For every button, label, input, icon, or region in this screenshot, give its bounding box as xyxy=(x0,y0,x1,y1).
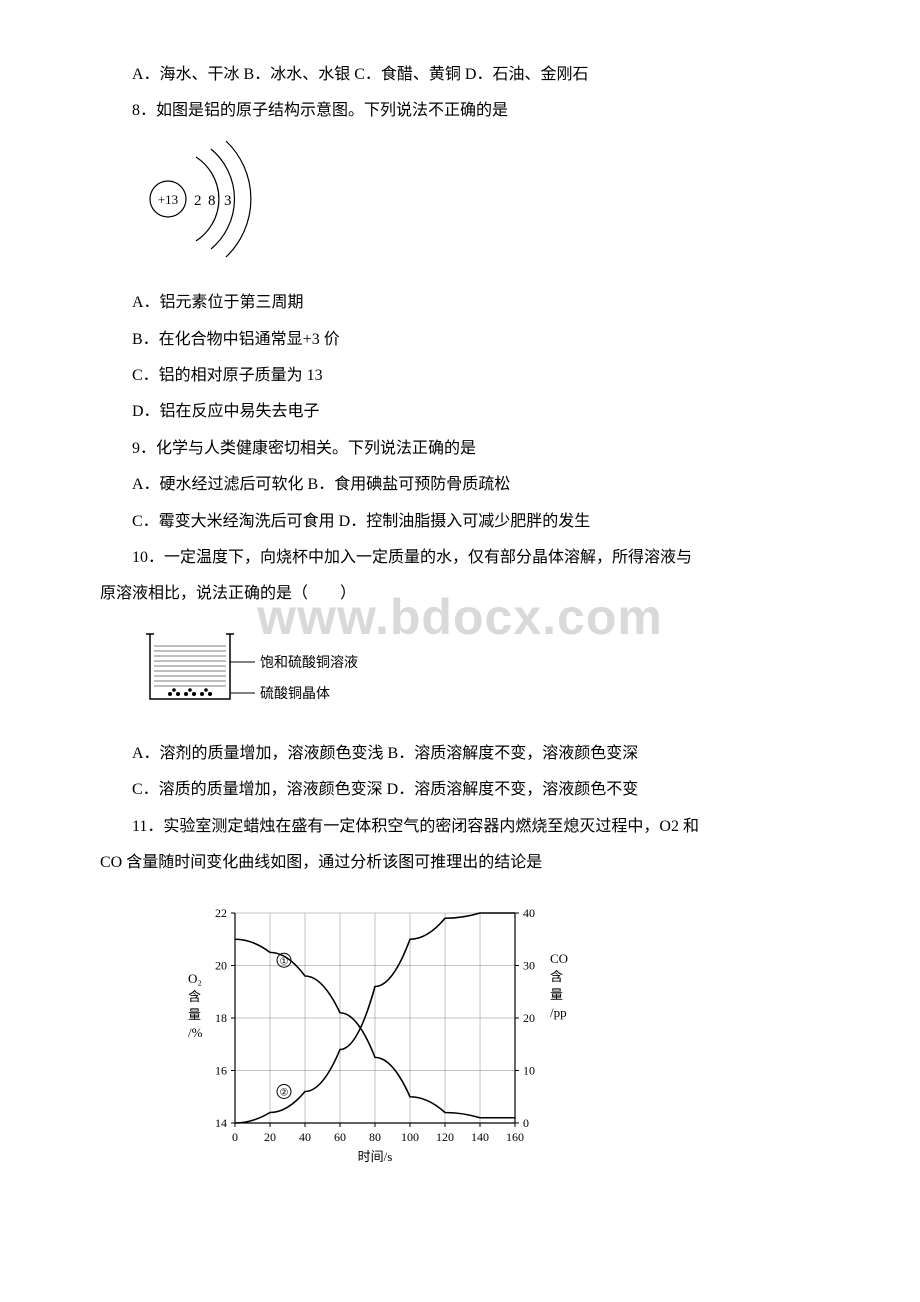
svg-text:O₂: O₂ xyxy=(188,971,202,986)
line-chart: 0 20 40 60 80 100 120 140 160 14 16 18 20 22 0 10 20 30 40… xyxy=(170,893,820,1184)
q9-options-ab: A．硬水经过滤后可软化 B．食用碘盐可预防骨质疏松 xyxy=(100,470,820,500)
svg-text:10: 10 xyxy=(523,1063,535,1077)
q8-option-d: D．铝在反应中易失去电子 xyxy=(100,397,820,427)
shell-1: 2 xyxy=(194,193,202,209)
svg-text:120: 120 xyxy=(436,1130,454,1144)
shell-2: 8 xyxy=(208,193,216,209)
svg-text:40: 40 xyxy=(523,906,535,920)
svg-text:①: ① xyxy=(280,956,289,967)
q8-stem: 8．如图是铝的原子结构示意图。下列说法不正确的是 xyxy=(100,96,820,126)
q11-stem-line1: 11．实验室测定蜡烛在盛有一定体积空气的密闭容器内燃烧至熄灭过程中，O2 和 xyxy=(100,812,820,842)
svg-text:量: 量 xyxy=(188,1007,201,1022)
q10-stem-line1: 10．一定温度下，向烧杯中加入一定质量的水，仅有部分晶体溶解，所得溶液与 xyxy=(100,543,820,573)
nucleus-label: +13 xyxy=(158,192,178,207)
q10-stem-line2: 原溶液相比，说法正确的是（ ） xyxy=(100,579,820,609)
beaker-label-1: 饱和硫酸铜溶液 xyxy=(260,655,358,671)
svg-text:30: 30 xyxy=(523,958,535,972)
atom-structure-diagram: +13 2 8 3 xyxy=(140,139,820,270)
svg-text:80: 80 xyxy=(369,1130,381,1144)
q7-options: A．海水、干冰 B．冰水、水银 C．食醋、黄铜 D．石油、金刚石 xyxy=(100,60,820,90)
svg-text:20: 20 xyxy=(523,1011,535,1025)
svg-text:②: ② xyxy=(280,1087,289,1098)
q10-options-cd: C．溶质的质量增加，溶液颜色变深 D．溶质溶解度不变，溶液颜色不变 xyxy=(100,775,820,805)
svg-text:22: 22 xyxy=(215,906,227,920)
svg-text:40: 40 xyxy=(299,1130,311,1144)
q10-options-ab: A．溶剂的质量增加，溶液颜色变浅 B．溶质溶解度不变，溶液颜色变深 xyxy=(100,739,820,769)
beaker-label-2: 硫酸铜晶体 xyxy=(260,686,330,702)
q8-option-c: C．铝的相对原子质量为 13 xyxy=(100,361,820,391)
svg-text:140: 140 xyxy=(471,1130,489,1144)
shell-3: 3 xyxy=(224,193,232,209)
svg-text:0: 0 xyxy=(523,1116,529,1130)
q11-stem-line2: CO 含量随时间变化曲线如图，通过分析该图可推理出的结论是 xyxy=(100,848,820,878)
svg-text:量: 量 xyxy=(550,987,563,1002)
svg-text:160: 160 xyxy=(506,1130,524,1144)
svg-text:/pp: /pp xyxy=(550,1005,567,1020)
svg-text:0: 0 xyxy=(232,1130,238,1144)
q8-option-a: A．铝元素位于第三周期 xyxy=(100,288,820,318)
svg-text:/%: /% xyxy=(188,1025,203,1040)
svg-text:100: 100 xyxy=(401,1130,419,1144)
beaker-diagram: 饱和硫酸铜溶液 硫酸铜晶体 xyxy=(140,624,820,725)
svg-text:CO: CO xyxy=(550,951,568,966)
svg-text:60: 60 xyxy=(334,1130,346,1144)
q9-stem: 9．化学与人类健康密切相关。下列说法正确的是 xyxy=(100,434,820,464)
svg-text:20: 20 xyxy=(264,1130,276,1144)
svg-text:18: 18 xyxy=(215,1011,227,1025)
svg-text:含: 含 xyxy=(550,969,563,984)
svg-text:时间/s: 时间/s xyxy=(358,1149,393,1164)
svg-text:14: 14 xyxy=(215,1116,227,1130)
svg-text:20: 20 xyxy=(215,958,227,972)
svg-text:含: 含 xyxy=(188,989,201,1004)
q8-option-b: B．在化合物中铝通常显+3 价 xyxy=(100,325,820,355)
svg-text:16: 16 xyxy=(215,1063,227,1077)
q9-options-cd: C．霉变大米经淘洗后可食用 D．控制油脂摄入可减少肥胖的发生 xyxy=(100,507,820,537)
